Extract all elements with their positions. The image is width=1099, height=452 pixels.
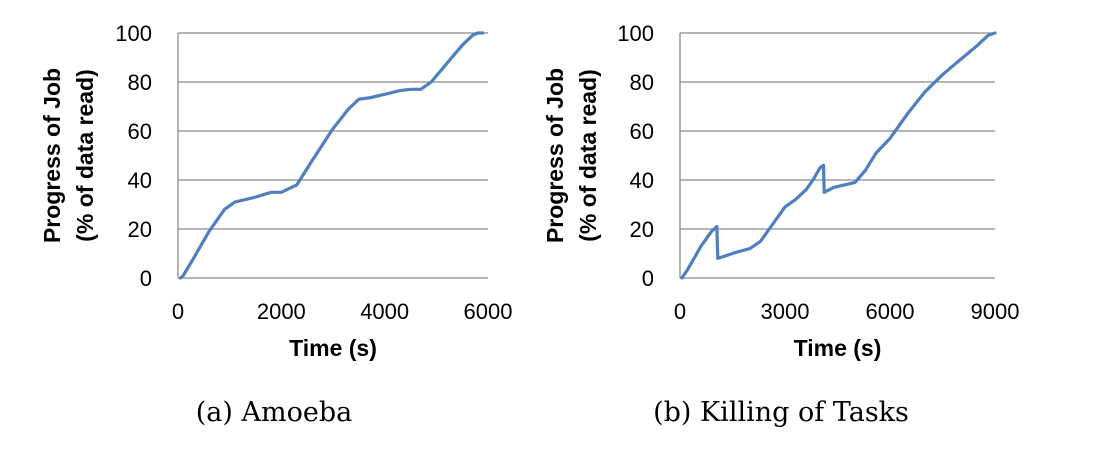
x-tick-labels: 0 3000 6000 9000 <box>674 299 1020 324</box>
progress-line <box>680 31 997 280</box>
x-tick-label: 4000 <box>360 299 409 324</box>
y-tick-label: 40 <box>128 168 152 193</box>
y-tick-label: 100 <box>115 21 152 46</box>
chart-panel-amoeba: 0 20 40 60 80 100 0 2000 4000 6000 Time (s) Prog… <box>39 21 512 428</box>
x-tick-labels: 0 2000 4000 6000 <box>172 299 513 324</box>
x-axis-label: Time (s) <box>794 335 882 361</box>
x-tick-label: 9000 <box>971 299 1020 324</box>
progress-line <box>179 31 485 280</box>
x-axis-label: Time (s) <box>289 335 377 361</box>
y-tick-label: 20 <box>630 217 654 242</box>
y-tick-label: 60 <box>128 119 152 144</box>
y-tick-label: 80 <box>630 70 654 95</box>
y-axis-label-line1: Progress of Job <box>39 68 65 243</box>
subfigure-caption: (b) Killing of Tasks <box>653 397 909 428</box>
chart-panel-killing-of-tasks: 0 20 40 60 80 100 0 3000 6000 9000 Time (s) Prog… <box>542 21 1019 428</box>
x-tick-label: 6000 <box>866 299 915 324</box>
y-tick-label: 0 <box>642 266 654 291</box>
x-tick-label: 0 <box>172 299 184 324</box>
y-tick-label: 20 <box>128 217 152 242</box>
subfigure-caption: (a) Amoeba <box>196 397 352 428</box>
x-tick-label: 2000 <box>257 299 306 324</box>
y-tick-label: 0 <box>140 266 152 291</box>
y-axis-label-line2: (% of data read) <box>575 69 601 242</box>
y-tick-label: 80 <box>128 70 152 95</box>
x-tick-label: 6000 <box>464 299 513 324</box>
y-axis-label-line2: (% of data read) <box>72 69 98 242</box>
y-axis-label-line1: Progress of Job <box>542 68 568 243</box>
y-tick-label: 100 <box>617 21 654 46</box>
x-tick-label: 3000 <box>761 299 810 324</box>
y-tick-labels: 0 20 40 60 80 100 <box>617 21 654 291</box>
gridlines <box>680 32 995 230</box>
x-tick-label: 0 <box>674 299 686 324</box>
y-tick-label: 60 <box>630 119 654 144</box>
y-tick-label: 40 <box>630 168 654 193</box>
y-tick-labels: 0 20 40 60 80 100 <box>115 21 152 291</box>
